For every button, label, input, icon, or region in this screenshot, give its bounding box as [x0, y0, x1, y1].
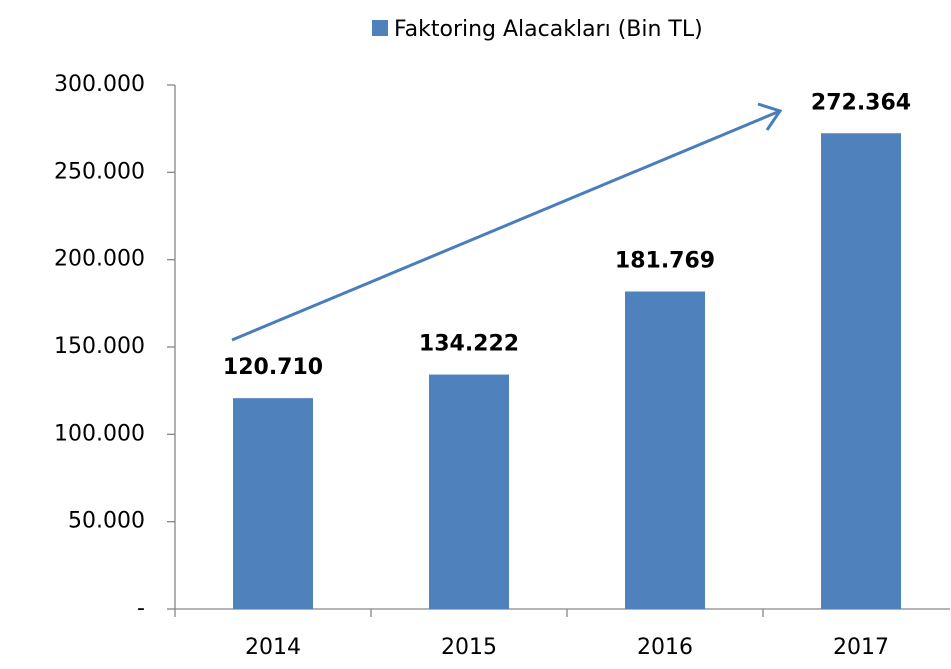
- x-tick-label: 2014: [245, 635, 301, 660]
- y-tick-label: 300.000: [54, 72, 145, 97]
- trend-arrow: [231, 109, 781, 342]
- x-tick-label: 2017: [833, 635, 889, 660]
- y-tick-label: 150.000: [54, 334, 145, 359]
- bar: [821, 133, 901, 609]
- x-tick-label: 2015: [441, 635, 497, 660]
- data-label: 134.222: [419, 332, 519, 357]
- y-tick-label: 100.000: [54, 421, 145, 446]
- legend-swatch: [372, 20, 388, 36]
- y-tick-label: 200.000: [54, 247, 145, 272]
- bar: [625, 291, 705, 609]
- data-label: 272.364: [811, 90, 911, 115]
- x-axis-ticks: [174, 609, 764, 617]
- y-tick-label: -: [137, 596, 145, 621]
- data-label: 181.769: [615, 249, 715, 274]
- trend-arrowhead: [757, 102, 783, 131]
- data-label: 120.710: [223, 355, 323, 380]
- legend-label: Faktoring Alacakları (Bin TL): [394, 17, 703, 42]
- x-tick-label: 2016: [637, 635, 693, 660]
- bar: [429, 374, 509, 609]
- y-tick-label: 250.000: [54, 159, 145, 184]
- y-tick-label: 50.000: [68, 509, 145, 534]
- bar: [233, 398, 313, 609]
